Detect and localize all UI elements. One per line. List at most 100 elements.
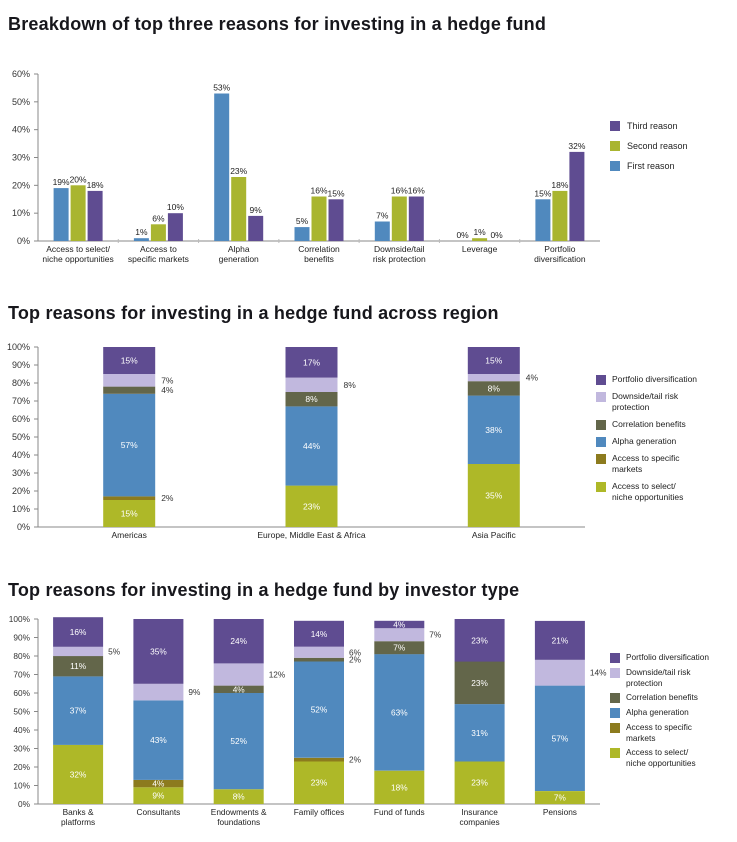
svg-text:37%: 37% — [70, 706, 87, 716]
svg-text:80%: 80% — [13, 651, 30, 661]
svg-text:Downside/tail: Downside/tail — [374, 244, 425, 254]
svg-text:7%: 7% — [554, 793, 567, 803]
svg-text:57%: 57% — [121, 440, 138, 450]
svg-text:Asia Pacific: Asia Pacific — [472, 530, 517, 540]
svg-text:generation: generation — [219, 254, 259, 264]
svg-text:14%: 14% — [311, 629, 328, 639]
svg-text:20%: 20% — [13, 762, 30, 772]
svg-text:32%: 32% — [568, 141, 585, 151]
svg-text:20%: 20% — [70, 174, 87, 184]
svg-text:2%: 2% — [161, 493, 174, 503]
svg-text:19%: 19% — [53, 177, 70, 187]
svg-text:4%: 4% — [233, 684, 246, 694]
svg-text:53%: 53% — [213, 83, 230, 93]
svg-text:diversification: diversification — [534, 254, 586, 264]
svg-text:20%: 20% — [12, 486, 30, 496]
svg-text:12%: 12% — [269, 670, 286, 680]
svg-text:35%: 35% — [485, 491, 502, 501]
svg-text:Consultants: Consultants — [136, 807, 180, 817]
svg-text:23%: 23% — [471, 678, 488, 688]
svg-text:100%: 100% — [7, 342, 30, 352]
svg-text:7%: 7% — [429, 630, 442, 640]
svg-text:0%: 0% — [18, 799, 31, 809]
svg-text:7%: 7% — [376, 211, 389, 221]
svg-text:5%: 5% — [296, 216, 309, 226]
svg-text:2%: 2% — [349, 755, 362, 765]
svg-text:8%: 8% — [344, 380, 357, 390]
svg-text:0%: 0% — [490, 230, 503, 240]
svg-text:1%: 1% — [135, 227, 148, 237]
svg-text:44%: 44% — [303, 441, 320, 451]
svg-text:benefits: benefits — [304, 254, 334, 264]
svg-text:16%: 16% — [310, 186, 327, 196]
svg-text:6%: 6% — [349, 647, 362, 657]
svg-text:Americas: Americas — [111, 530, 146, 540]
svg-text:18%: 18% — [391, 782, 408, 792]
svg-text:50%: 50% — [12, 97, 30, 107]
svg-text:Fund of funds: Fund of funds — [374, 807, 425, 817]
svg-text:11%: 11% — [70, 661, 87, 671]
svg-text:60%: 60% — [12, 414, 30, 424]
svg-text:Correlation: Correlation — [298, 244, 340, 254]
svg-text:platforms: platforms — [61, 817, 95, 827]
svg-text:0%: 0% — [17, 236, 30, 246]
svg-text:15%: 15% — [485, 356, 502, 366]
svg-text:40%: 40% — [12, 125, 30, 135]
svg-text:16%: 16% — [408, 186, 425, 196]
svg-text:43%: 43% — [150, 735, 167, 745]
svg-text:8%: 8% — [233, 792, 246, 802]
svg-text:38%: 38% — [485, 425, 502, 435]
svg-text:40%: 40% — [13, 725, 30, 735]
svg-text:15%: 15% — [121, 509, 138, 519]
svg-text:23%: 23% — [303, 501, 320, 511]
svg-text:60%: 60% — [12, 69, 30, 79]
svg-text:30%: 30% — [13, 744, 30, 754]
svg-text:35%: 35% — [150, 646, 167, 656]
svg-text:niche opportunities: niche opportunities — [42, 254, 113, 264]
svg-text:risk protection: risk protection — [373, 254, 426, 264]
svg-text:80%: 80% — [12, 378, 30, 388]
svg-text:10%: 10% — [12, 208, 30, 218]
svg-text:0%: 0% — [456, 230, 469, 240]
svg-text:4%: 4% — [152, 779, 165, 789]
svg-text:foundations: foundations — [217, 817, 260, 827]
svg-text:9%: 9% — [152, 791, 165, 801]
svg-text:16%: 16% — [70, 627, 87, 637]
svg-text:52%: 52% — [311, 705, 328, 715]
svg-text:15%: 15% — [327, 188, 344, 198]
svg-text:50%: 50% — [12, 432, 30, 442]
svg-text:Endowments &: Endowments & — [211, 807, 267, 817]
svg-text:9%: 9% — [188, 687, 201, 697]
svg-text:90%: 90% — [12, 360, 30, 370]
svg-text:Banks &: Banks & — [63, 807, 94, 817]
svg-text:8%: 8% — [305, 394, 318, 404]
svg-text:5%: 5% — [108, 646, 121, 656]
svg-text:7%: 7% — [393, 643, 406, 653]
svg-text:4%: 4% — [393, 620, 406, 630]
svg-text:90%: 90% — [13, 633, 30, 643]
svg-text:57%: 57% — [552, 733, 569, 743]
svg-text:10%: 10% — [167, 202, 184, 212]
svg-text:0%: 0% — [17, 522, 30, 532]
svg-text:Pensions: Pensions — [543, 807, 577, 817]
svg-text:31%: 31% — [471, 728, 488, 738]
svg-text:9%: 9% — [250, 205, 263, 215]
svg-text:30%: 30% — [12, 153, 30, 163]
svg-text:23%: 23% — [230, 166, 247, 176]
svg-text:100%: 100% — [9, 614, 31, 624]
svg-text:23%: 23% — [471, 635, 488, 645]
svg-text:specific markets: specific markets — [128, 254, 189, 264]
svg-text:23%: 23% — [311, 778, 328, 788]
svg-text:6%: 6% — [152, 213, 165, 223]
svg-text:7%: 7% — [161, 375, 174, 385]
svg-text:Europe, Middle East & Africa: Europe, Middle East & Africa — [257, 530, 365, 540]
svg-text:18%: 18% — [551, 180, 568, 190]
svg-text:4%: 4% — [526, 373, 539, 383]
svg-text:52%: 52% — [230, 736, 247, 746]
svg-text:23%: 23% — [471, 778, 488, 788]
svg-text:14%: 14% — [590, 668, 607, 678]
svg-text:24%: 24% — [230, 636, 247, 646]
svg-text:Alpha: Alpha — [228, 244, 250, 254]
svg-text:32%: 32% — [70, 769, 87, 779]
svg-text:70%: 70% — [12, 396, 30, 406]
